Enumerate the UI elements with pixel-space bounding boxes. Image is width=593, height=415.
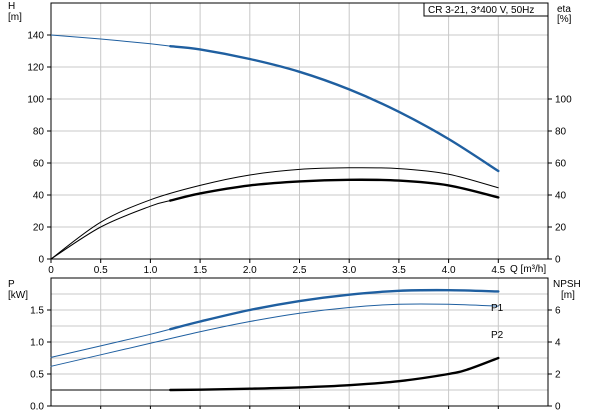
left-axis-tick-label: 120 [27, 63, 44, 74]
top-left-axis-unit: [m] [8, 12, 22, 23]
x-axis-tick-label: 4.5 [491, 265, 505, 276]
top-series-line-4 [169, 178, 500, 202]
right-axis-tick-label: 0 [555, 402, 561, 413]
top-left-axis-name: H [8, 1, 15, 12]
top-series-group [50, 34, 500, 260]
right-axis-tick-label: 60 [555, 159, 567, 170]
top-right-axis-name: eta [557, 4, 571, 15]
bot-series-line-1 [169, 288, 500, 331]
x-axis-tick-label: 0 [48, 265, 54, 276]
bottom-right-axis-unit: [m] [561, 290, 575, 301]
chart-title: CR 3-21, 3*400 V, 50Hz [428, 5, 534, 16]
right-axis-tick-label: 2 [555, 370, 561, 381]
x-axis-tick-label: 4.0 [442, 265, 456, 276]
left-axis-tick-label: 0.5 [30, 370, 44, 381]
bot-series-line-4 [169, 356, 500, 392]
x-axis-tick-label: 2.0 [243, 265, 257, 276]
right-axis-tick-label: 40 [555, 191, 567, 202]
bottom-axes: 0.0 0.5 1.0 1.5 0 2 4 6 [30, 306, 561, 413]
bottom-panel: 0.0 0.5 1.0 1.5 0 2 4 6 P [kW] NPSH [m] P1 P2 [8, 277, 581, 413]
right-axis-tick-label: 100 [555, 95, 572, 106]
bottom-right-axis-name: NPSH [553, 279, 581, 290]
top-grid [51, 3, 548, 259]
right-axis-tick-label: 0 [555, 255, 561, 266]
left-axis-tick-label: 1.0 [30, 338, 44, 349]
x-axis-tick-label: 3.5 [392, 265, 406, 276]
top-series-line-0 [50, 34, 171, 47]
bot-series-line-0 [50, 328, 171, 358]
bottom-series-group [50, 288, 500, 392]
right-axis-tick-label: 80 [555, 127, 567, 138]
series-label-p1: P1 [491, 303, 504, 314]
left-axis-tick-label: 140 [27, 31, 44, 42]
series-label-p2: P2 [491, 330, 504, 341]
chart-title-box [423, 2, 549, 17]
left-axis-tick-label: 40 [33, 191, 45, 202]
right-axis-tick-label: 6 [555, 306, 561, 317]
left-axis-tick-label: 80 [33, 127, 45, 138]
left-axis-tick-label: 60 [33, 159, 45, 170]
right-axis-tick-label: 4 [555, 338, 561, 349]
bottom-left-axis-name: P [8, 279, 15, 290]
top-series-line-1 [169, 45, 500, 173]
x-axis-label: Q [m³/h] [510, 264, 546, 275]
bottom-left-axis-unit: [kW] [8, 290, 28, 301]
top-series-line-2 [50, 167, 499, 260]
left-axis-tick-label: 20 [33, 223, 45, 234]
left-axis-tick-label: 0.0 [30, 402, 44, 413]
left-axis-tick-label: 100 [27, 95, 44, 106]
top-panel: 0 20 40 60 80 100 120 140 0 20 40 60 80 100 0 0.5 1.0 1.5… [8, 1, 572, 276]
right-axis-tick-label: 20 [555, 223, 567, 234]
top-series-line-3 [50, 200, 171, 260]
x-axis-tick-label: 3.0 [342, 265, 356, 276]
top-right-axis-unit: [%] [557, 14, 572, 25]
x-axis-tick-label: 2.5 [293, 265, 307, 276]
x-axis-tick-label: 0.5 [94, 265, 108, 276]
x-axis-tick-label: 1.5 [193, 265, 207, 276]
left-axis-tick-label: 1.5 [30, 306, 44, 317]
top-axes: 0 20 40 60 80 100 120 140 0 20 40 60 80 100 0 0.5 1.0 1.5… [27, 31, 572, 277]
bot-series-line-2 [50, 303, 499, 367]
left-axis-tick-label: 0 [38, 255, 44, 266]
x-axis-tick-label: 1.0 [143, 265, 157, 276]
